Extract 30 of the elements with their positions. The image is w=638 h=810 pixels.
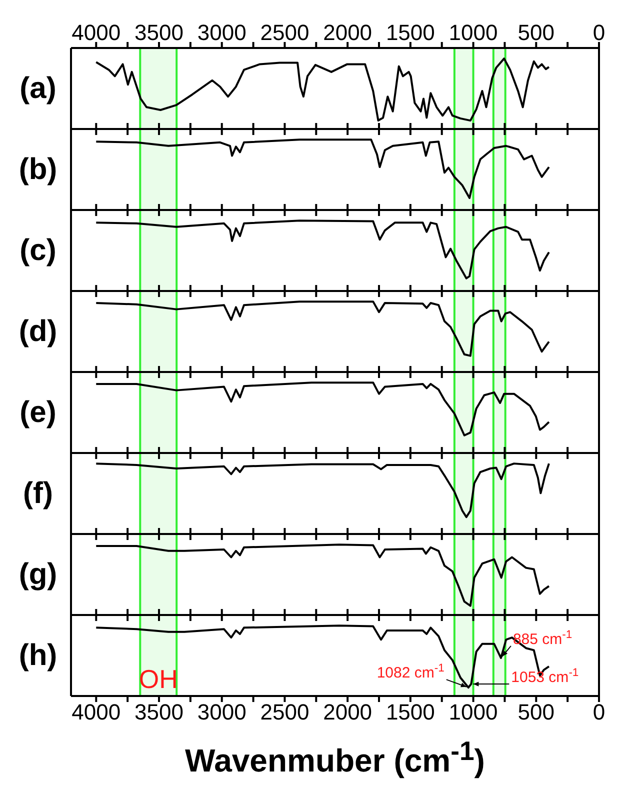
- x2-tick-label: 3000: [197, 20, 246, 45]
- x-tick-label: 1000: [448, 700, 498, 725]
- x2-tick-label: 1000: [448, 20, 498, 45]
- annotation: 1053 cm$^{-1}$: [511, 667, 579, 686]
- x-tick-label: 3000: [197, 700, 246, 725]
- x2-tick-label: 0: [592, 20, 606, 45]
- y-axis-title: (g): [18, 556, 58, 592]
- x2-tick-label: 1500: [386, 20, 435, 45]
- x2-tick-label: 500: [518, 20, 554, 45]
- x-tick-label: 4000: [72, 700, 121, 725]
- x-tick-label: 2000: [323, 700, 372, 725]
- x2-tick-label: 2500: [260, 20, 310, 45]
- x-axis-title: Wavenmuber (cm$^{-1}$): [184, 735, 486, 780]
- annotation: 1082 cm$^{-1}$: [376, 662, 444, 682]
- y-axis-title: (c): [18, 232, 58, 268]
- y-axis-title: (h): [18, 638, 58, 674]
- x-tick-label: 1500: [386, 700, 435, 725]
- y-axis-title: (a): [18, 70, 58, 106]
- y-axis-title: (d): [18, 314, 58, 350]
- x-tick-label: 500: [518, 700, 554, 725]
- y-axis-title: (e): [18, 394, 58, 430]
- x2-tick-label: 4000: [72, 20, 121, 45]
- x-tick-label: 0: [592, 700, 606, 725]
- y-axis-title: (f): [22, 476, 54, 512]
- y-axis-title: (b): [18, 152, 58, 188]
- x2-tick-label: 2000: [323, 20, 372, 45]
- x-tick-label: 3500: [134, 700, 184, 725]
- annotation: 885 cm$^{-1}$: [512, 628, 572, 648]
- x2-tick-label: 3500: [134, 20, 184, 45]
- x-tick-label: 2500: [260, 700, 310, 725]
